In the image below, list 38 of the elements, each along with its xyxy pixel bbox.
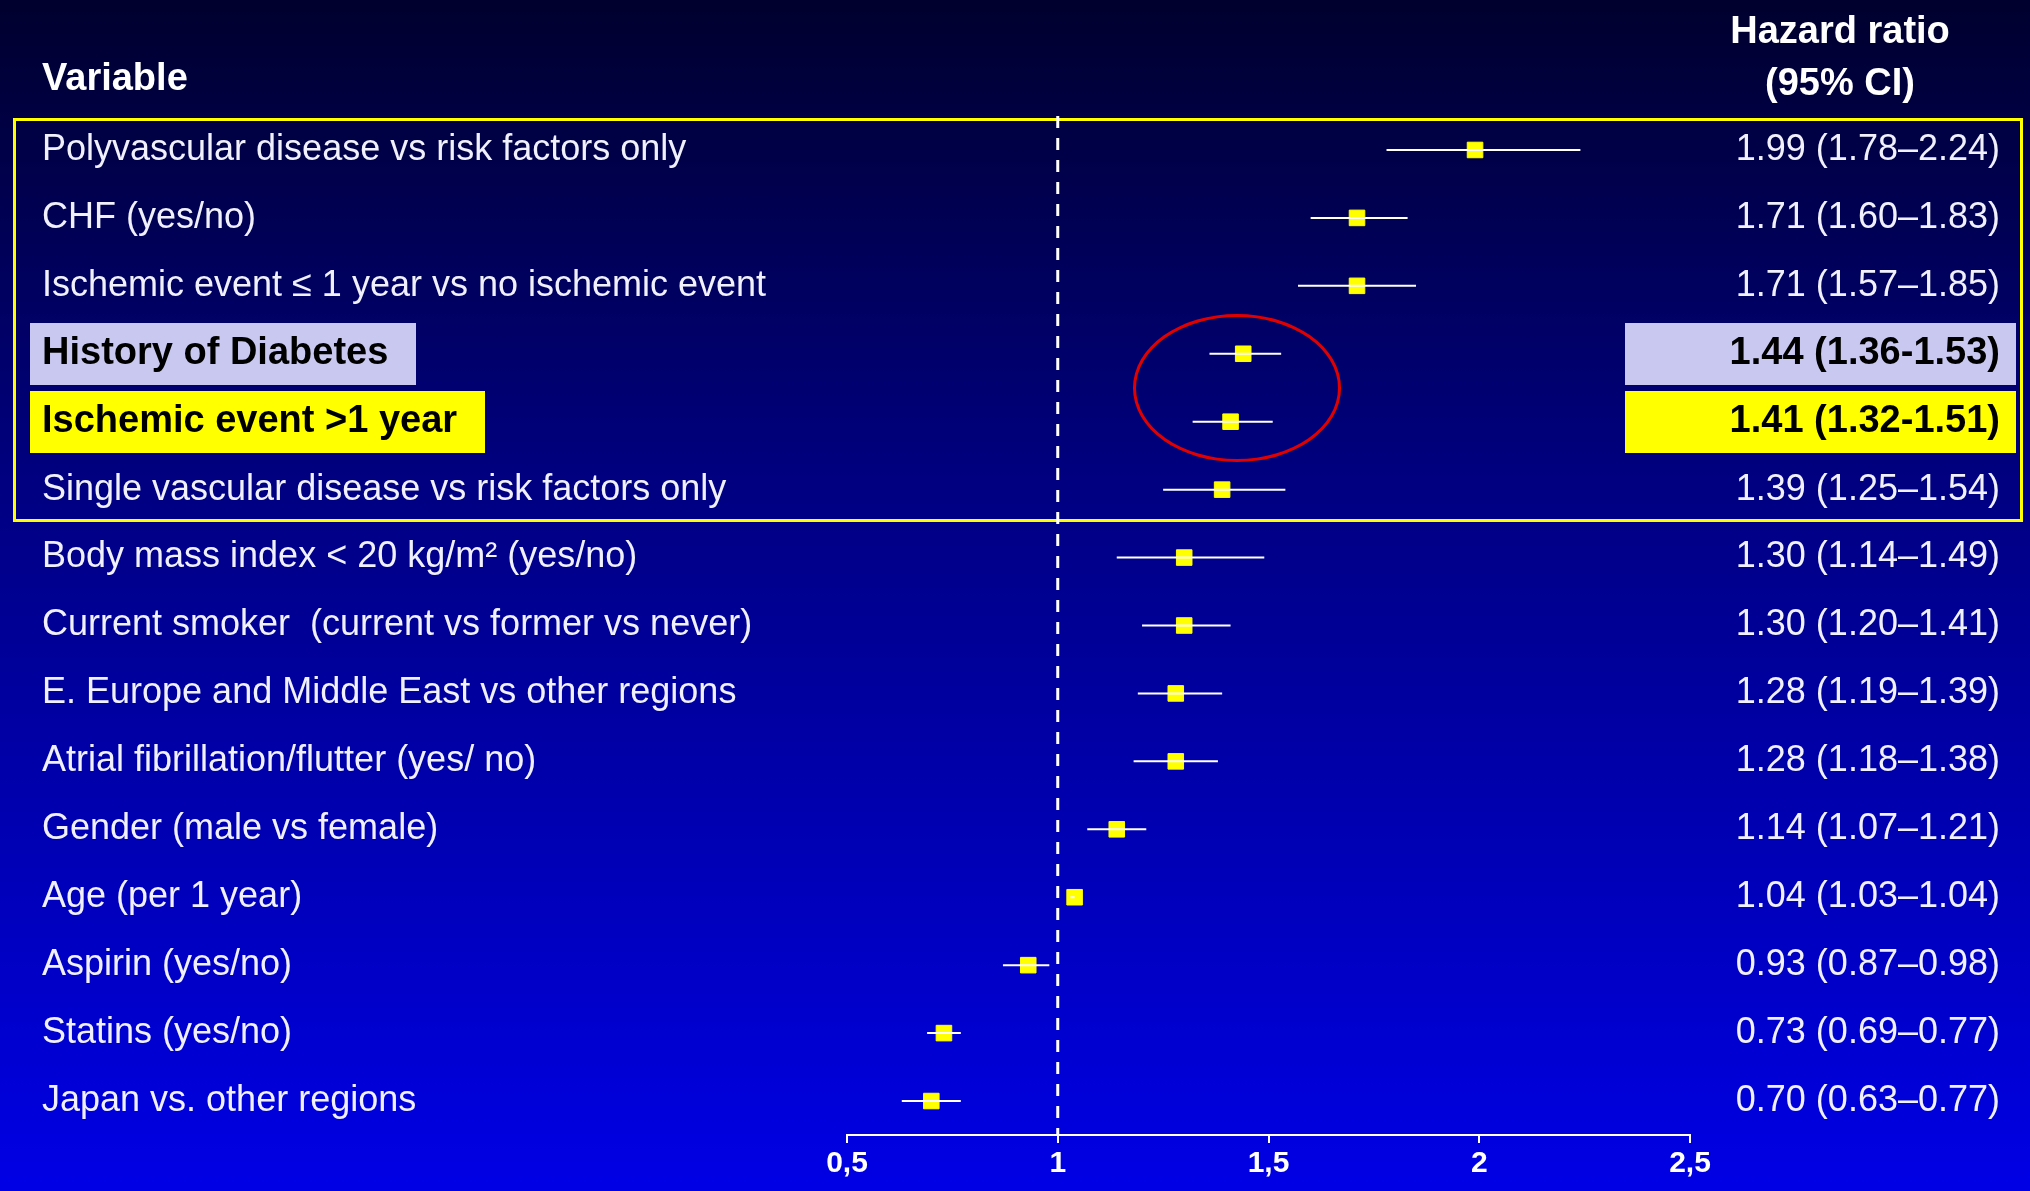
y-tick-label: Polyvascular disease vs risk factors only [42, 126, 687, 168]
y-tick-label: E. Europe and Middle East vs other regions [42, 670, 737, 712]
y-tick-label: Ischemic event >1 year [42, 398, 458, 441]
data-label: 1.99 (1.78–2.24) [1735, 126, 2000, 168]
y-tick-label: Single vascular disease vs risk factors only [42, 466, 727, 508]
y-tick-label: Body mass index < 20 kg/m² (yes/no) [42, 534, 638, 576]
y-tick-label: History of Diabetes [42, 330, 389, 373]
data-label: 1.04 (1.03–1.04) [1735, 874, 2000, 916]
data-label: 0.73 (0.69–0.77) [1735, 1010, 2000, 1052]
data-label: 1.41 (1.32-1.51) [1729, 398, 2000, 441]
data-label: 1.28 (1.18–1.38) [1735, 738, 2000, 780]
point [1066, 888, 1083, 906]
data-label: 0.93 (0.87–0.98) [1735, 942, 2000, 984]
data-label: 1.14 (1.07–1.21) [1735, 806, 2000, 848]
data-label: 1.30 (1.20–1.41) [1735, 602, 2000, 644]
data-label: 1.30 (1.14–1.49) [1735, 534, 2000, 576]
x-tick-label: 0,5 [826, 1145, 868, 1179]
y-tick-label: Statins (yes/no) [42, 1010, 293, 1052]
y-axis-title: Variable [42, 56, 188, 99]
y-tick-label: Ischemic event ≤ 1 year vs no ischemic event [42, 262, 767, 304]
y-tick-label: Age (per 1 year) [42, 874, 303, 916]
y-tick-label: CHF (yes/no) [42, 194, 257, 236]
x-tick-label: 1 [1049, 1145, 1067, 1179]
y-tick-label: Japan vs. other regions [42, 1077, 417, 1119]
x-tick-label: 2 [1470, 1145, 1488, 1179]
y-tick-label: Atrial fibrillation/flutter (yes/ no) [42, 738, 537, 780]
data-label: 1.28 (1.19–1.39) [1735, 670, 2000, 712]
data-label: 1.71 (1.60–1.83) [1735, 194, 2000, 236]
data-label: 1.44 (1.36-1.53) [1729, 330, 2000, 373]
y-tick-label: Gender (male vs female) [42, 806, 439, 848]
y-tick-label: Aspirin (yes/no) [42, 942, 293, 984]
data-label: 1.39 (1.25–1.54) [1735, 466, 2000, 508]
x-tick-label: 1,5 [1247, 1145, 1290, 1179]
data-label: 0.70 (0.63–0.77) [1735, 1077, 2000, 1119]
data-label: 1.71 (1.57–1.85) [1735, 262, 2000, 304]
x-tick-label: 2,5 [1669, 1145, 1711, 1179]
text: Hazard ratio (95% CI) [1729, 8, 1951, 105]
y-tick-label: Current smoker (current vs former vs never) [42, 602, 753, 644]
